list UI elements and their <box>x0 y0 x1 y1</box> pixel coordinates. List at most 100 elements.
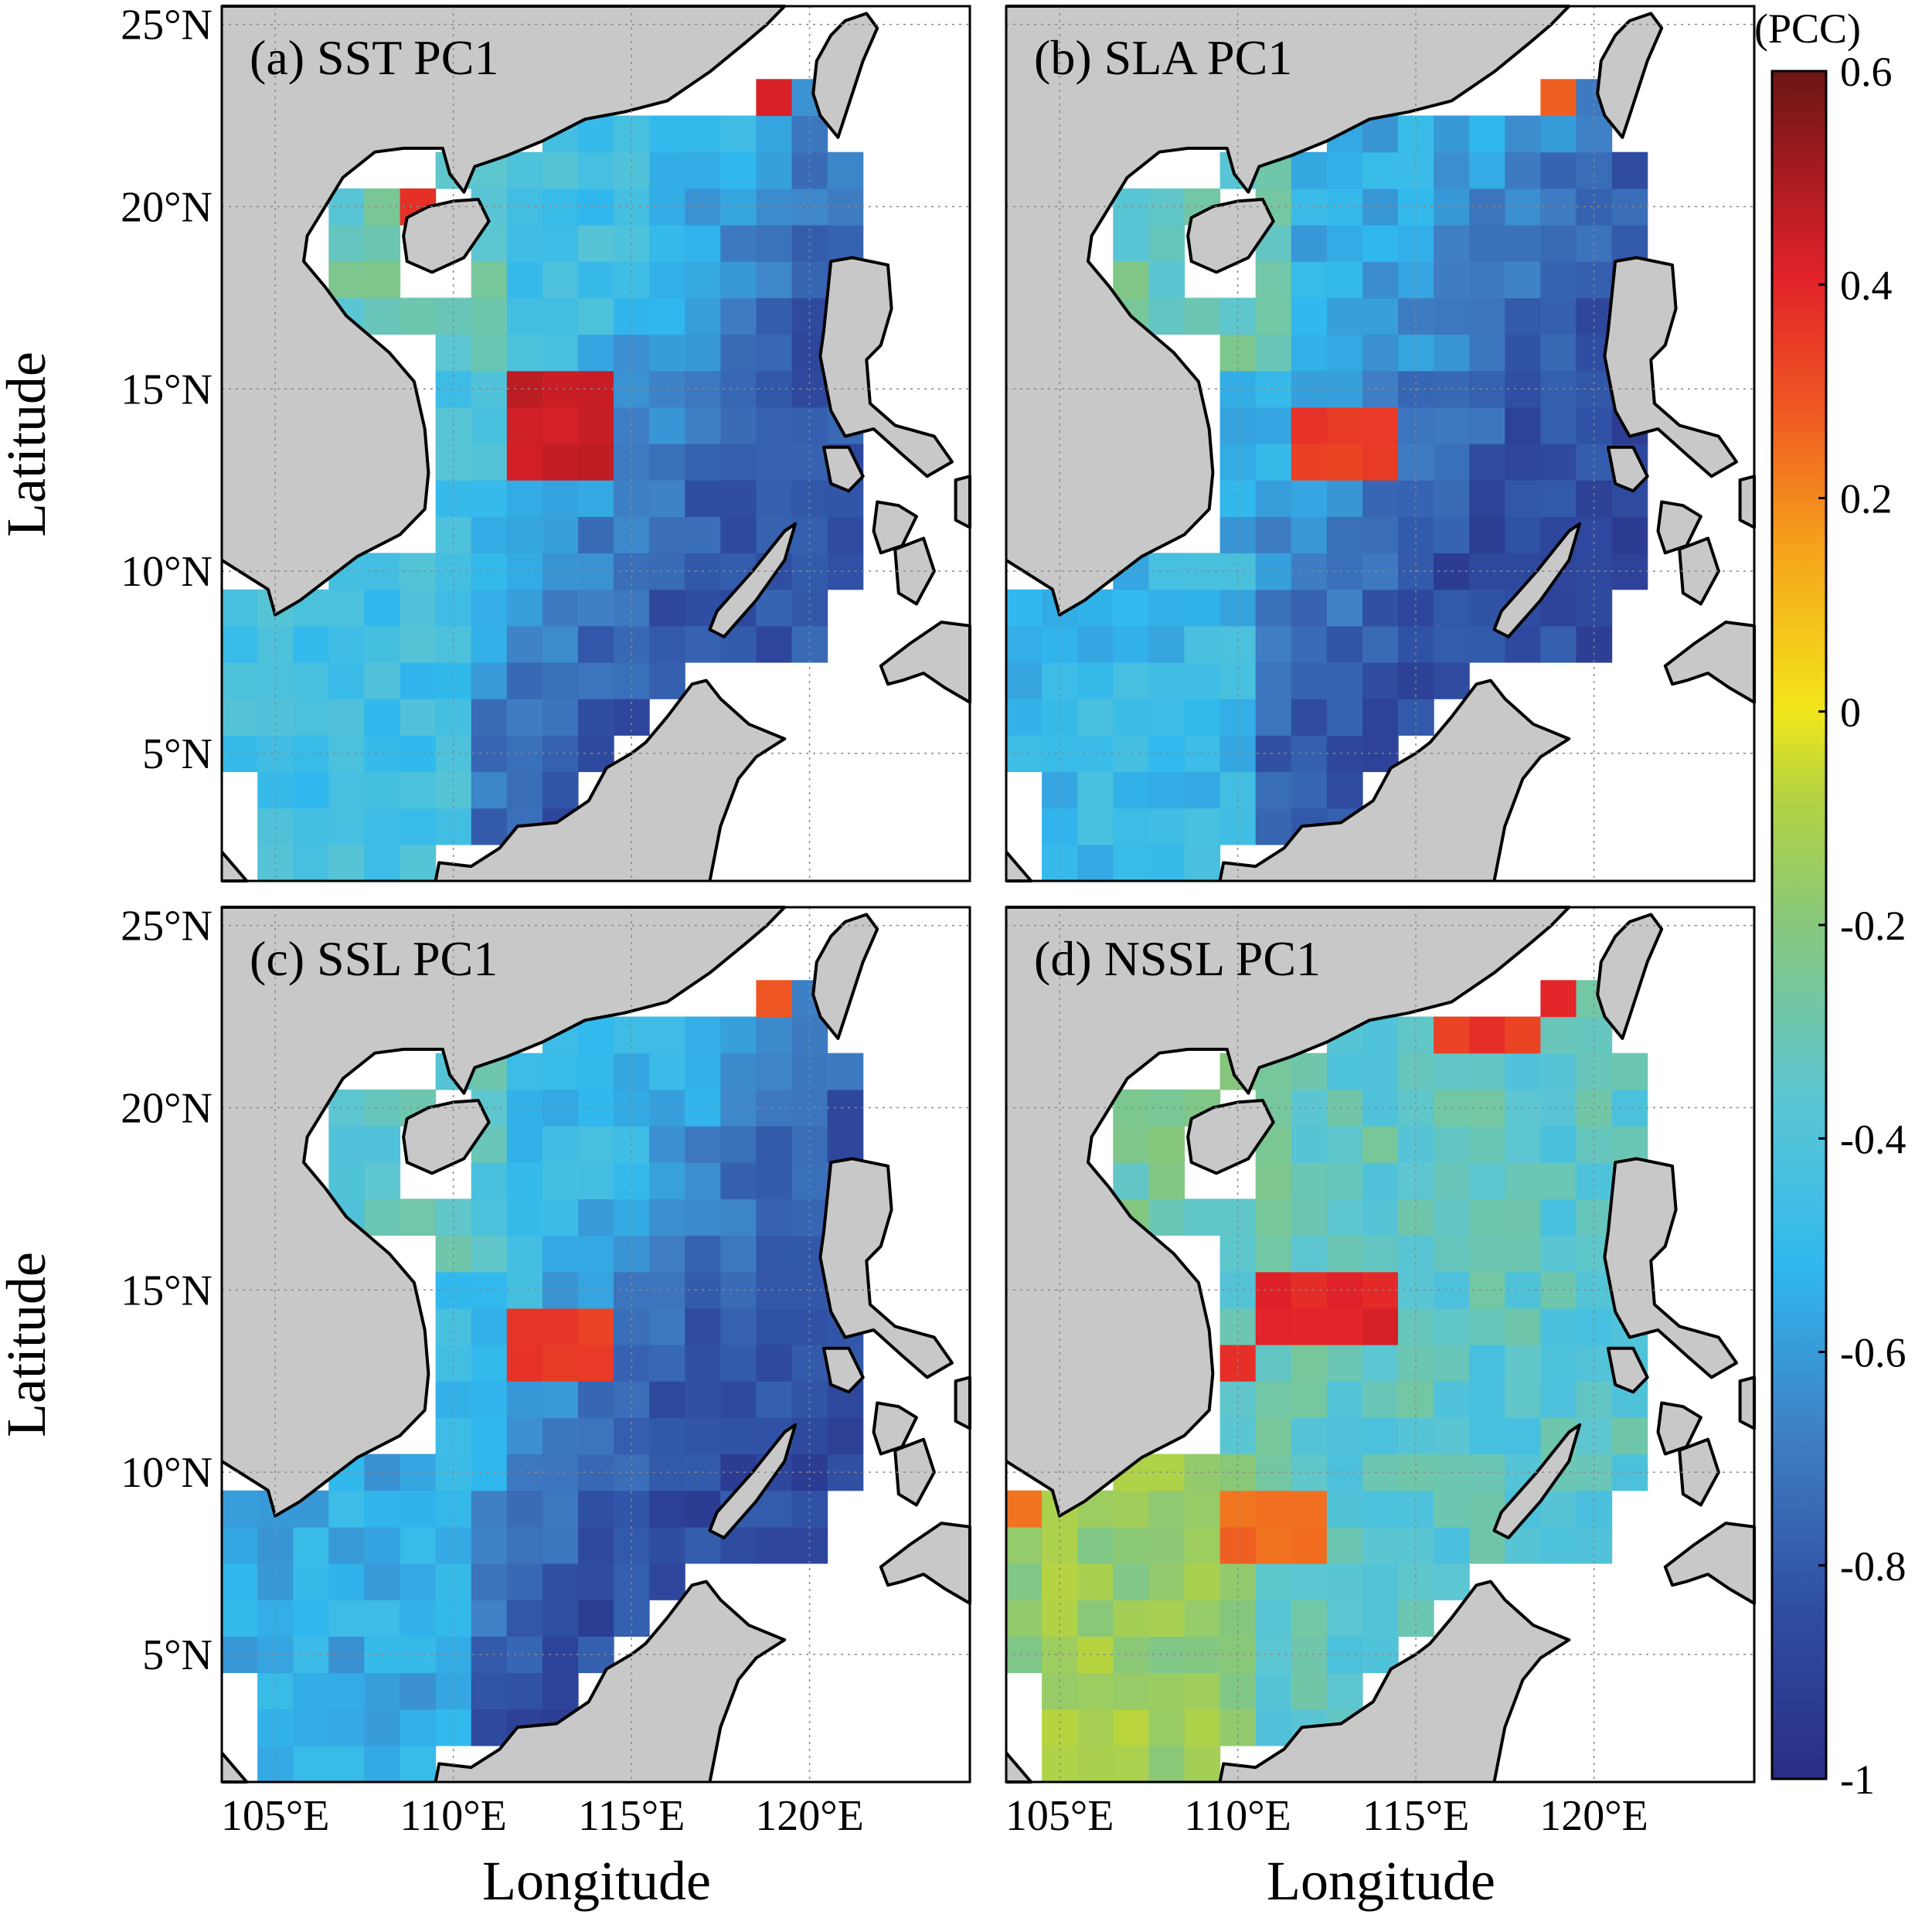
grid-cell <box>1184 625 1221 663</box>
coastline <box>1186 198 1275 274</box>
grid-cell <box>328 808 365 845</box>
coastlines <box>220 906 971 1784</box>
grid-cell <box>293 1745 329 1783</box>
grid-cell <box>542 516 579 554</box>
grid-cell <box>720 1199 757 1236</box>
grid-cell <box>1219 625 1257 663</box>
grid-cell <box>1434 662 1470 699</box>
grid-cell <box>720 298 757 335</box>
grid-cell <box>471 298 508 335</box>
grid-cell <box>1077 1709 1114 1746</box>
grid-cell <box>506 553 543 590</box>
coastline <box>1603 256 1738 478</box>
grid-cell <box>1184 1563 1221 1600</box>
grid-cell <box>542 1490 579 1528</box>
land-mainland <box>1006 6 1570 615</box>
grid-cell <box>1077 771 1114 809</box>
grid-cell <box>1184 808 1221 845</box>
grid-cell <box>542 735 579 773</box>
x-axis-label-left: Longitude <box>482 1850 711 1912</box>
grid-cell <box>578 1381 614 1418</box>
grid-cell <box>1219 589 1257 627</box>
grid-cell <box>542 699 579 736</box>
grid-cell <box>293 844 329 882</box>
grid-cell <box>471 1417 508 1455</box>
grid-cell <box>542 406 579 444</box>
grid-cell <box>364 1162 401 1199</box>
grid-cell <box>1469 298 1505 335</box>
grid-cell <box>685 225 721 262</box>
grid-cell <box>827 1454 864 1491</box>
grid-cell <box>649 1199 685 1236</box>
grid-cell <box>720 480 757 517</box>
lat-tick-label: 15°N <box>121 366 213 413</box>
grid-cell <box>1006 662 1043 699</box>
grid-cell <box>1291 1089 1328 1127</box>
grid-cell <box>578 151 614 189</box>
grid-cell <box>1255 444 1292 481</box>
land-mainland <box>222 6 785 615</box>
grid-cell <box>720 1126 757 1163</box>
grid-cell <box>364 771 401 809</box>
grid-cell <box>364 1526 401 1564</box>
grid-cell <box>542 553 579 590</box>
grid-cell <box>1291 480 1328 517</box>
grid-cell <box>222 1526 258 1564</box>
lon-tick-label: 115°E <box>1362 1792 1470 1840</box>
grid-cell <box>222 1563 258 1600</box>
grid-cell <box>1540 1381 1577 1418</box>
grid-cell <box>1434 1563 1470 1600</box>
land-masses <box>222 6 970 881</box>
grid-cell <box>1291 1126 1328 1163</box>
grid-cell <box>1540 225 1577 262</box>
grid-cell <box>1291 1636 1328 1674</box>
panel-frame <box>1005 906 1756 1784</box>
grid-cell <box>1006 625 1043 663</box>
grid-cell <box>1326 662 1363 699</box>
grid-cell <box>506 1417 543 1455</box>
grid-cell <box>222 662 258 699</box>
grid-cell <box>1219 1199 1257 1236</box>
grid-cell <box>542 1126 579 1163</box>
grid-cell <box>1576 625 1613 663</box>
grid-cell <box>1326 1162 1363 1199</box>
grid-cell <box>756 151 793 189</box>
grid-cell <box>506 298 543 335</box>
grid-cell <box>542 1053 579 1090</box>
grid-cell <box>542 771 579 809</box>
grid-cell <box>1540 1308 1577 1345</box>
grid-cell <box>1113 1745 1149 1783</box>
panel-b-sla: (b) SLA PC1 <box>1005 5 1756 882</box>
grid-cell <box>542 1199 579 1236</box>
coastlines <box>1005 5 1756 882</box>
coastline <box>1596 12 1664 139</box>
grid-cell <box>1326 444 1363 481</box>
grid-cell <box>1148 261 1185 298</box>
grid-cell <box>506 1271 543 1309</box>
grid-cell <box>1398 1053 1434 1090</box>
grid-cell <box>1505 516 1541 554</box>
grid-cell <box>364 808 401 845</box>
grid-cell <box>1505 151 1541 189</box>
grid-cell <box>1576 589 1613 627</box>
grid-cell <box>1434 1199 1470 1236</box>
grid-cell <box>506 662 543 699</box>
grid-cell <box>506 1636 543 1674</box>
grid-cell <box>1576 188 1613 226</box>
land-taiwan <box>1597 914 1662 1039</box>
grid-cell <box>1434 1235 1470 1273</box>
grid-cell <box>1469 1308 1505 1345</box>
grid-cell <box>1291 1345 1328 1382</box>
grid-cell <box>1255 1345 1292 1382</box>
grid-cell <box>1291 1235 1328 1273</box>
grid-cell <box>1398 298 1434 335</box>
grid-cell <box>506 1345 543 1382</box>
grid-cell <box>328 771 365 809</box>
grid-cell <box>578 699 614 736</box>
land-borneo <box>1219 680 1754 881</box>
grid-cell <box>435 444 472 481</box>
grid-cell <box>827 1053 864 1090</box>
grid-cell <box>400 1490 437 1528</box>
grid-cell <box>1184 1526 1221 1564</box>
grid-cell <box>506 225 543 262</box>
